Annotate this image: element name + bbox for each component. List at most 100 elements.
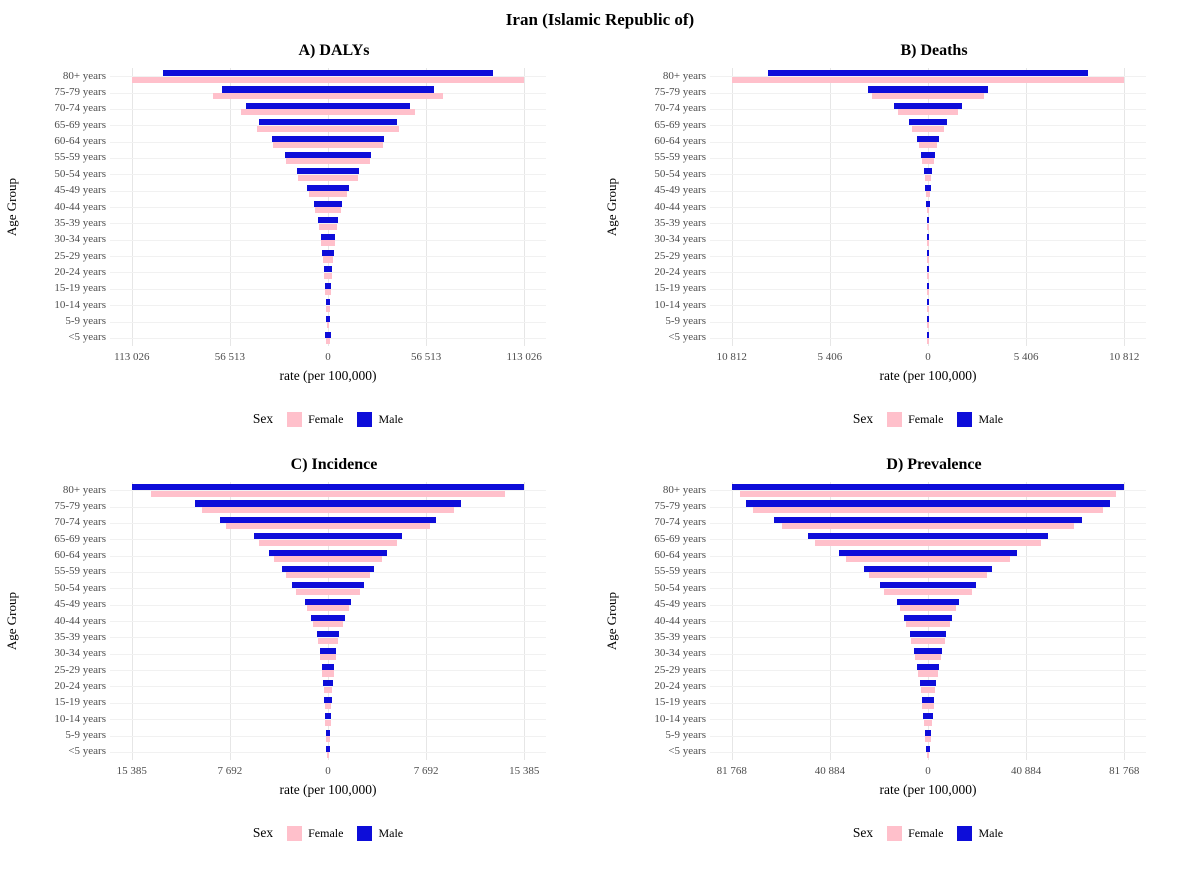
male-bar bbox=[319, 647, 337, 654]
age-group-label: 70-74 years bbox=[654, 516, 706, 529]
vertical-gridline bbox=[524, 68, 526, 346]
age-group-label: 15-19 years bbox=[654, 696, 706, 709]
pyramid-row bbox=[710, 150, 1146, 166]
age-group-label: 30-34 years bbox=[54, 647, 106, 660]
legend-item-female: Female bbox=[887, 825, 943, 841]
plot-area bbox=[710, 482, 1146, 760]
x-axis-title: rate (per 100,000) bbox=[279, 368, 377, 383]
female-bar bbox=[906, 621, 950, 628]
male-bar bbox=[131, 484, 525, 491]
pyramid-row bbox=[710, 744, 1146, 760]
x-tick-label: 40 884 bbox=[1010, 765, 1042, 777]
male-bar bbox=[322, 250, 334, 257]
age-group-label: 35-39 years bbox=[654, 630, 706, 643]
x-tick-label: 15 385 bbox=[116, 765, 147, 777]
age-group-label: 50-54 years bbox=[654, 167, 706, 180]
legend-item-male: Male bbox=[357, 411, 403, 427]
legend-title: Sex bbox=[252, 411, 274, 426]
female-bar bbox=[927, 223, 929, 230]
age-group-label: 30-34 years bbox=[54, 233, 106, 246]
female-bar bbox=[308, 191, 348, 198]
female-bar bbox=[926, 752, 930, 759]
female-bar bbox=[318, 223, 338, 230]
male-bar bbox=[324, 696, 332, 703]
x-tick-label: 7 692 bbox=[413, 765, 439, 777]
legend-label-female: Female bbox=[308, 825, 344, 840]
male-bar bbox=[927, 250, 929, 257]
x-axis-title: rate (per 100,000) bbox=[879, 368, 977, 383]
panel-incidence: C) Incidence Age Group 80+ years 75-79 ye… bbox=[0, 444, 600, 858]
pyramid-row bbox=[110, 662, 546, 678]
age-group-label: 70-74 years bbox=[654, 102, 706, 115]
age-group-label: 60-64 years bbox=[654, 549, 706, 562]
male-bar bbox=[908, 119, 948, 126]
pyramid-row bbox=[110, 597, 546, 613]
female-bar bbox=[924, 174, 932, 181]
female-bar bbox=[871, 92, 985, 99]
pyramid-row bbox=[710, 84, 1146, 100]
female-bar bbox=[927, 321, 929, 328]
pyramid-row bbox=[710, 297, 1146, 313]
male-swatch bbox=[957, 825, 973, 841]
y-axis-title: Age Group bbox=[4, 177, 19, 237]
female-bar bbox=[259, 539, 397, 546]
y-axis-title: Age Group bbox=[4, 591, 19, 651]
vertical-gridline bbox=[829, 482, 831, 760]
female-bar bbox=[326, 321, 330, 328]
female-bar bbox=[321, 240, 335, 247]
pyramid-row bbox=[710, 101, 1146, 117]
male-bar bbox=[282, 565, 374, 572]
pyramid-row bbox=[110, 133, 546, 149]
age-group-label: 35-39 years bbox=[54, 216, 106, 229]
pyramid-row bbox=[710, 215, 1146, 231]
vertical-gridline bbox=[829, 68, 831, 346]
age-group-label: 25-29 years bbox=[54, 663, 106, 676]
age-group-label: 70-74 years bbox=[54, 102, 106, 115]
male-bar bbox=[321, 664, 335, 671]
pyramid-row bbox=[710, 68, 1146, 84]
legend-label-male: Male bbox=[378, 825, 404, 840]
pyramid-row bbox=[710, 281, 1146, 297]
pyramid-row bbox=[110, 313, 546, 329]
pyramid-row bbox=[710, 580, 1146, 596]
female-swatch bbox=[287, 411, 303, 427]
male-bar bbox=[219, 516, 437, 523]
male-bar bbox=[320, 233, 336, 240]
pyramid-row bbox=[110, 199, 546, 215]
panel-title: C) Incidence bbox=[290, 456, 378, 473]
female-bar bbox=[324, 272, 332, 279]
x-tick-label: 5 406 bbox=[817, 351, 843, 363]
male-bar bbox=[222, 86, 434, 93]
female-bar bbox=[925, 735, 931, 742]
pyramid-row bbox=[110, 297, 546, 313]
legend-label-female: Female bbox=[308, 411, 344, 426]
y-axis-title: Age Group bbox=[604, 177, 619, 237]
legend-item-male: Male bbox=[357, 825, 404, 841]
vertical-gridline bbox=[1026, 482, 1028, 760]
male-bar bbox=[839, 549, 1017, 556]
age-group-label: 65-69 years bbox=[54, 118, 106, 131]
male-swatch bbox=[357, 825, 373, 841]
legend-label-female: Female bbox=[908, 411, 944, 426]
y-axis-labels: 80+ years 75-79 years 70-74 years 65-69 yea… bbox=[24, 482, 106, 760]
age-group-label: 80+ years bbox=[62, 483, 106, 496]
male-bar bbox=[921, 696, 935, 703]
pyramid-row bbox=[110, 547, 546, 563]
legend: Sex Female Male bbox=[110, 390, 546, 436]
x-axis-ticks: 10 812 5 406 0 5 406 10 812 bbox=[710, 351, 1146, 364]
male-bar bbox=[925, 184, 931, 191]
male-bar bbox=[904, 615, 952, 622]
pyramid-row bbox=[710, 711, 1146, 727]
pyramid-row bbox=[710, 531, 1146, 547]
female-bar bbox=[739, 490, 1117, 497]
female-bar bbox=[213, 92, 443, 99]
legend: Sex Female Male bbox=[710, 804, 1146, 850]
female-bar bbox=[256, 125, 400, 132]
plot-area bbox=[110, 68, 546, 346]
male-bar bbox=[926, 201, 930, 208]
legend-item-female: Female bbox=[287, 825, 344, 841]
pyramid-row bbox=[710, 183, 1146, 199]
y-axis-title: Age Group bbox=[604, 591, 619, 651]
x-axis-title: rate (per 100,000) bbox=[279, 782, 377, 797]
male-swatch bbox=[957, 411, 973, 427]
